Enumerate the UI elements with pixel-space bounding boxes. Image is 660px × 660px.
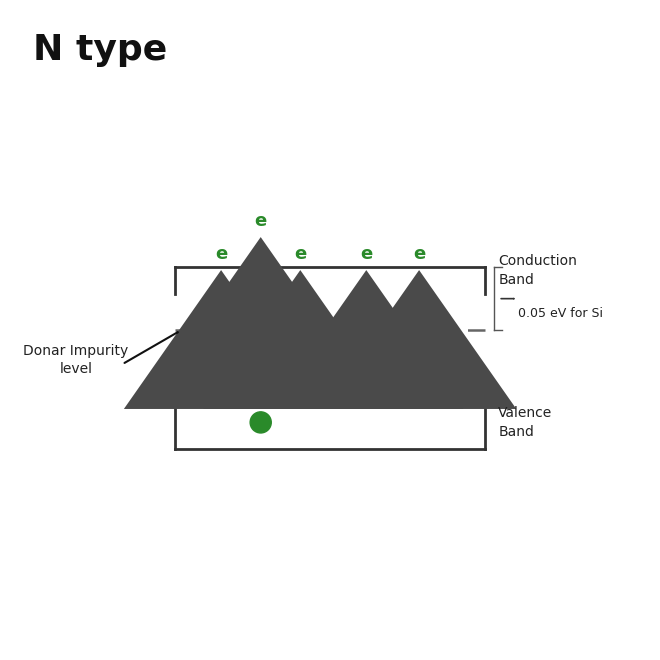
Text: N type: N type [33, 33, 167, 67]
Text: e: e [255, 212, 267, 230]
Text: Valence
Band: Valence Band [498, 406, 552, 439]
Text: e: e [215, 245, 227, 263]
Text: e: e [294, 245, 306, 263]
Text: e: e [413, 245, 425, 263]
Text: Donar Impurity
level: Donar Impurity level [23, 343, 129, 376]
Text: e: e [360, 245, 372, 263]
Text: 0.05 eV for Si: 0.05 eV for Si [518, 307, 603, 320]
Circle shape [250, 412, 271, 433]
Text: Conduction
Band: Conduction Band [498, 254, 578, 287]
